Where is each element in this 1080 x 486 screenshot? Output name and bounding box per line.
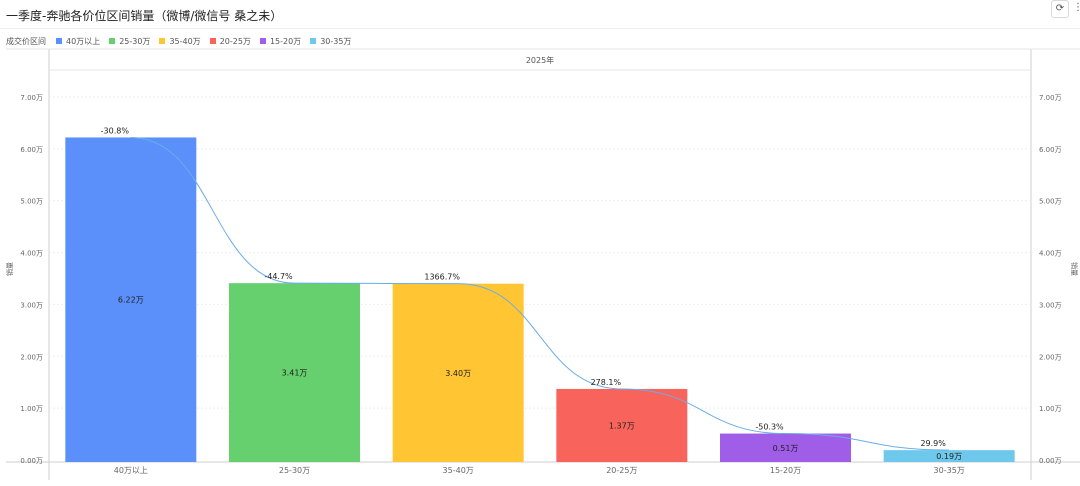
legend-swatch [159,38,166,44]
legend-label: 30-35万 [320,36,352,46]
trend-line [130,136,950,451]
y-axis-label: 销量 [5,262,14,276]
y-tick-label: 3.00万 [20,301,43,309]
more-vertical-icon[interactable]: ⋮ [1070,0,1080,16]
legend-item[interactable]: 25-30万 [109,36,150,47]
y-tick-label: 7.00万 [20,94,43,102]
legend-title: 成交价区间 [6,36,46,46]
y2-axis-label: 销量 [1070,262,1079,276]
legend-label: 40万以上 [66,36,101,46]
legend-item[interactable]: 15-20万 [259,36,302,47]
y2-tick-label: 3.00万 [1039,301,1062,309]
legend-label: 35-40万 [169,36,201,46]
bar-value-label: 0.19万 [936,452,962,461]
y-tick-label: 6.00万 [20,146,43,154]
growth-label: 278.1% [591,378,622,387]
y2-tick-label: 0.00万 [1039,457,1062,465]
bar-value-label: 6.22万 [118,296,144,305]
growth-label: -44.7% [264,272,293,281]
bar [392,283,524,462]
refresh-icon[interactable]: ⟳ [1051,0,1069,18]
growth-label: -50.3% [755,423,784,432]
bar-value-label: 3.41万 [282,369,308,378]
legend-item[interactable]: 35-40万 [159,36,201,47]
legend: 成交价区间 40万以上 25-30万 35-40万 20-25万 15-20万 30-35… [6,35,360,47]
bar [65,137,197,462]
growth-label: 29.9% [920,439,946,448]
bar [720,433,851,462]
y-tick-label: 4.00万 [20,250,43,258]
legend-item[interactable]: 30-35万 [310,36,351,47]
y-tick-label: 2.00万 [20,353,43,361]
legend-label: 25-30万 [119,36,151,46]
chart-title: 一季度-奔驰各价位区间销量（微博/微信号 桑之未） [6,9,283,23]
legend-swatch [209,38,216,44]
legend-item[interactable]: 20-25万 [209,36,251,47]
bar [229,283,360,462]
bar [883,450,1015,462]
x-tick-label: 30-35万 [934,466,965,475]
y-tick-label: 1.00万 [20,405,43,413]
x-tick-label: 40万以上 [114,466,148,475]
title-divider [0,28,1080,29]
y2-tick-label: 7.00万 [1039,94,1062,102]
legend-swatch [310,38,317,44]
y-tick-label: 5.00万 [20,198,43,206]
growth-label: 1366.7% [424,273,460,282]
facet-label: 2025年 [526,55,554,65]
x-tick-label: 15-20万 [770,466,801,475]
legend-swatch [109,38,116,44]
bar-value-label: 3.40万 [445,369,471,378]
legend-label: 15-20万 [269,36,302,46]
legend-label: 20-25万 [219,36,251,46]
y2-tick-label: 6.00万 [1039,146,1062,154]
legend-item[interactable]: 40万以上 [56,36,100,47]
y-tick-label: 0.00万 [20,457,43,465]
growth-label: -30.8% [101,126,130,135]
x-tick-label: 35-40万 [443,466,474,475]
bar-value-label: 1.37万 [609,421,635,430]
bar-value-label: 0.51万 [773,444,799,453]
x-tick-label: 20-25万 [606,466,637,475]
y2-tick-label: 5.00万 [1039,198,1062,206]
y2-tick-label: 4.00万 [1039,250,1062,258]
legend-swatch [56,38,62,44]
y2-tick-label: 1.00万 [1039,405,1062,413]
bar [556,388,688,462]
y2-tick-label: 2.00万 [1039,353,1062,361]
legend-swatch [259,38,266,44]
x-tick-label: 25-30万 [279,466,310,475]
